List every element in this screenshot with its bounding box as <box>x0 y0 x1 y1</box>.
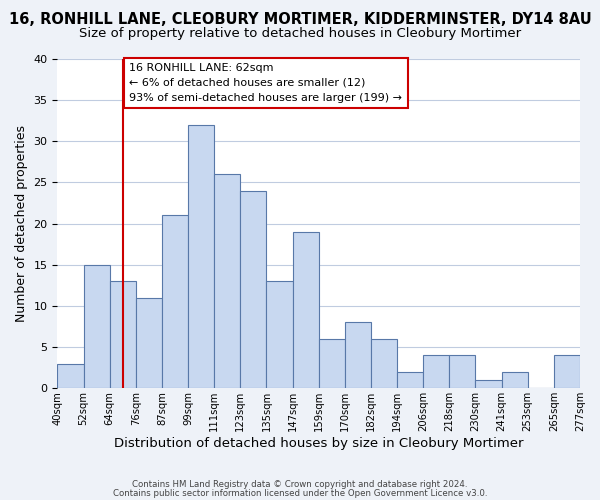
Bar <box>397 372 423 388</box>
Bar <box>162 216 188 388</box>
Bar <box>502 372 528 388</box>
Text: Contains HM Land Registry data © Crown copyright and database right 2024.: Contains HM Land Registry data © Crown c… <box>132 480 468 489</box>
Bar <box>475 380 502 388</box>
X-axis label: Distribution of detached houses by size in Cleobury Mortimer: Distribution of detached houses by size … <box>114 437 523 450</box>
Bar <box>58 364 83 388</box>
Bar <box>110 282 136 389</box>
Bar <box>136 298 162 388</box>
Bar <box>266 282 293 389</box>
Bar <box>83 265 110 388</box>
Bar <box>371 339 397 388</box>
Text: 16 RONHILL LANE: 62sqm
← 6% of detached houses are smaller (12)
93% of semi-deta: 16 RONHILL LANE: 62sqm ← 6% of detached … <box>129 63 402 102</box>
Bar <box>319 339 345 388</box>
Y-axis label: Number of detached properties: Number of detached properties <box>15 125 28 322</box>
Bar <box>423 356 449 388</box>
Bar <box>554 356 580 388</box>
Bar <box>345 322 371 388</box>
Bar <box>449 356 475 388</box>
Text: Contains public sector information licensed under the Open Government Licence v3: Contains public sector information licen… <box>113 488 487 498</box>
Bar <box>293 232 319 388</box>
Bar <box>241 190 266 388</box>
Text: 16, RONHILL LANE, CLEOBURY MORTIMER, KIDDERMINSTER, DY14 8AU: 16, RONHILL LANE, CLEOBURY MORTIMER, KID… <box>8 12 592 28</box>
Bar <box>188 125 214 388</box>
Text: Size of property relative to detached houses in Cleobury Mortimer: Size of property relative to detached ho… <box>79 28 521 40</box>
Bar <box>214 174 241 388</box>
